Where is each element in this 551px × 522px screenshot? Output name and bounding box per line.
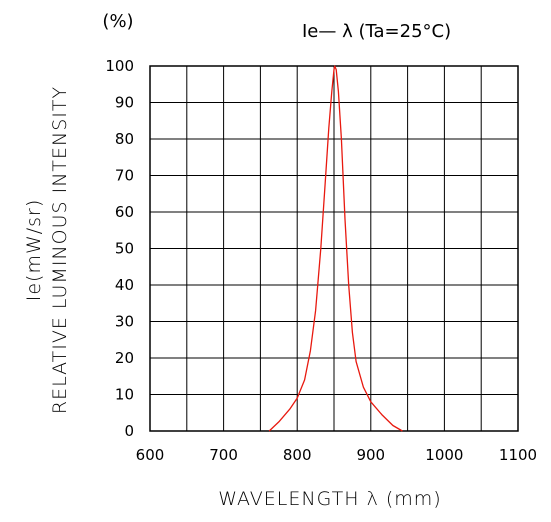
chart-title: Ie— λ (Ta=25°C) bbox=[302, 21, 451, 42]
y-tick-label: 100 bbox=[105, 57, 134, 75]
series-layer bbox=[268, 65, 403, 432]
plot-border bbox=[149, 65, 519, 432]
x-tick-label: 900 bbox=[356, 446, 385, 464]
grid bbox=[150, 66, 518, 431]
x-tick-labels: 600 700 800 900 1000 1100 bbox=[136, 446, 537, 464]
y-tick-label: 60 bbox=[115, 203, 134, 221]
x-axis-label: WAVELENGTH λ (mm) bbox=[218, 488, 441, 510]
y-unit-label: (%) bbox=[102, 11, 133, 32]
y-axis-label-line2: RELATIVE LUMINOUS INTENSITY bbox=[49, 86, 71, 414]
y-tick-label: 40 bbox=[115, 276, 134, 294]
y-tick-label: 30 bbox=[115, 313, 134, 331]
x-tick-label: 800 bbox=[283, 446, 312, 464]
plot-frame bbox=[149, 65, 519, 432]
y-tick-label: 0 bbox=[124, 422, 134, 440]
y-tick-label: 10 bbox=[115, 386, 134, 404]
series-line bbox=[268, 65, 403, 432]
y-tick-label: 70 bbox=[115, 167, 134, 185]
x-tick-label: 700 bbox=[209, 446, 238, 464]
x-tick-label: 600 bbox=[136, 446, 165, 464]
y-tick-label: 20 bbox=[115, 349, 134, 367]
x-tick-label: 1100 bbox=[499, 446, 537, 464]
y-tick-labels: 0 10 20 30 40 50 60 70 80 90 100 bbox=[105, 57, 134, 440]
y-tick-label: 50 bbox=[115, 240, 134, 258]
x-tick-label: 1000 bbox=[425, 446, 463, 464]
y-tick-label: 90 bbox=[115, 94, 134, 112]
y-tick-label: 80 bbox=[115, 130, 134, 148]
y-axis-label-line1: Ie(mW/sr) bbox=[23, 199, 45, 302]
